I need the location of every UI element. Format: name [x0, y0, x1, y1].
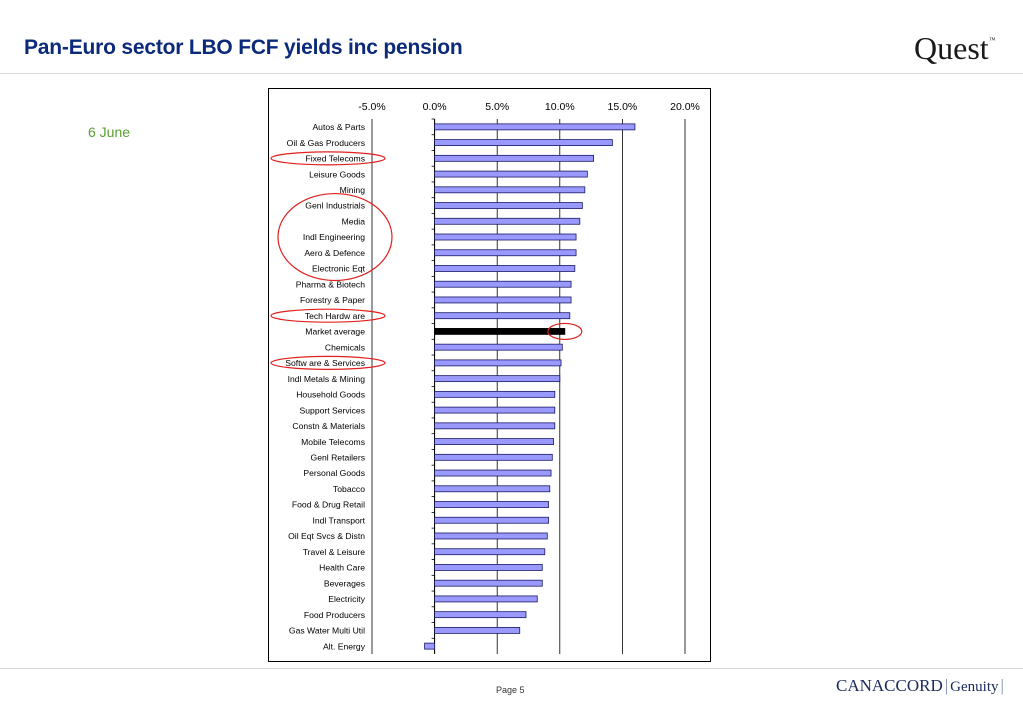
category-label: Personal Goods: [303, 468, 365, 478]
x-tick-label: 5.0%: [485, 101, 509, 113]
category-label: Electronic Eqt: [312, 264, 366, 274]
bar: [434, 280, 572, 288]
bar: [434, 139, 613, 147]
annotation-circle: [270, 151, 386, 166]
category-label: Gas Water Multi Util: [289, 626, 365, 636]
category-label: Market average: [305, 327, 365, 337]
category-label: Constn & Materials: [292, 421, 365, 431]
category-label: Aero & Defence: [304, 248, 365, 258]
x-tick-label: 10.0%: [545, 101, 575, 113]
bar: [434, 485, 551, 493]
canaccord-genuity-logo: CANACCORD | Genuity |: [836, 676, 1006, 696]
bar: [434, 548, 546, 556]
category-label: Food & Drug Retail: [292, 500, 365, 510]
canaccord-logo-text: CANACCORD: [836, 676, 943, 695]
category-label: Tech Hardw are: [305, 311, 365, 321]
bar: [434, 406, 556, 414]
category-label: Softw are & Services: [285, 358, 365, 368]
annotation-circle: [270, 308, 386, 323]
bar: [434, 123, 636, 131]
quest-logo-text: Quest: [914, 30, 989, 66]
bar: [434, 422, 556, 430]
bar: [434, 516, 549, 524]
bar: [434, 564, 543, 571]
category-label: Indl Transport: [312, 515, 365, 525]
x-tick-label: 20.0%: [670, 101, 700, 113]
bar: [434, 579, 543, 587]
category-label: Mobile Telecoms: [301, 437, 365, 447]
category-label: Household Goods: [296, 390, 365, 400]
bar: [434, 186, 586, 194]
bar: [434, 296, 572, 304]
bar: [434, 249, 577, 257]
date-label: 6 June: [88, 124, 131, 140]
x-tick-label: -5.0%: [358, 101, 385, 113]
bar: [434, 501, 549, 508]
category-label: Media: [342, 216, 366, 226]
annotation-group-circle: [277, 192, 393, 282]
bar: [434, 170, 588, 178]
category-label: Alt. Energy: [323, 641, 366, 651]
bar: [424, 642, 435, 650]
logo-separator-end: |: [1000, 676, 1004, 695]
category-label: Autos & Parts: [312, 122, 365, 132]
x-tick-label: 15.0%: [608, 101, 638, 113]
annotation-circle: [270, 355, 386, 370]
bar: [434, 312, 571, 320]
footer-divider: [0, 668, 1023, 669]
x-tick-label: 0.0%: [423, 101, 447, 113]
bar: [434, 154, 595, 162]
sector-yield-chart: -5.0% 0.0% 5.0% 10.0% 15.0% 20.0% Autos & Part…: [268, 88, 711, 662]
category-label: Pharma & Biotech: [296, 279, 365, 289]
bar: [434, 202, 583, 209]
category-label: Genl Industrials: [305, 201, 365, 211]
category-label: Fixed Telecoms: [305, 154, 365, 164]
annotation-bar-circle: [547, 322, 583, 341]
bar: [434, 328, 566, 335]
category-label: Support Services: [300, 405, 365, 415]
category-label: Indl Engineering: [303, 232, 365, 242]
category-label: Beverages: [324, 578, 365, 588]
bar: [434, 611, 527, 619]
header-divider: [0, 73, 1023, 74]
page-number: Page 5: [496, 685, 525, 695]
category-label: Food Producers: [304, 610, 365, 620]
category-label: Leisure Goods: [309, 169, 365, 179]
category-label: Oil & Gas Producers: [287, 138, 365, 148]
logo-separator: |: [944, 676, 949, 695]
category-label: Mining: [340, 185, 366, 195]
category-label: Health Care: [319, 563, 365, 573]
genuity-logo-text: Genuity: [950, 679, 999, 695]
category-label: Travel & Leisure: [303, 547, 365, 557]
trademark-mark: ™: [988, 36, 996, 44]
bar: [434, 532, 548, 540]
category-label: Forestry & Paper: [300, 295, 365, 305]
bar: [434, 265, 576, 272]
bar: [434, 217, 581, 225]
category-label: Tobacco: [333, 484, 365, 494]
bar: [434, 359, 562, 367]
bar: [434, 595, 538, 603]
bar: [434, 343, 563, 351]
page-title: Pan-Euro sector LBO FCF yields inc pensi…: [24, 36, 463, 59]
quest-logo: Quest™: [914, 30, 996, 67]
category-label: Oil Eqt Svcs & Distn: [288, 531, 365, 541]
category-label: Indl Metals & Mining: [288, 374, 366, 384]
category-label: Electricity: [328, 594, 365, 604]
bar: [434, 438, 554, 445]
bar: [434, 626, 521, 634]
category-label: Chemicals: [325, 342, 365, 352]
category-label: Genl Retailers: [311, 453, 365, 463]
bar: [434, 375, 561, 383]
bar: [434, 469, 552, 477]
bar: [434, 453, 553, 461]
bar: [434, 233, 577, 241]
bar: [434, 390, 556, 398]
